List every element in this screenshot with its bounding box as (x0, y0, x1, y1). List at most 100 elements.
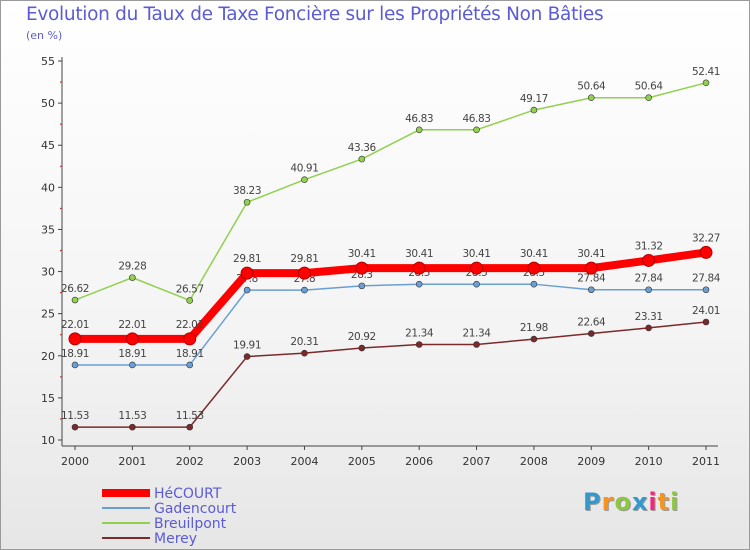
data-label-gadencourt: 18.91 (176, 348, 204, 360)
data-point-hecourt (527, 261, 541, 275)
y-tick-label: 50 (41, 97, 55, 110)
x-tick-label: 2006 (405, 455, 433, 468)
series-breuilpont: 26.62 29.28 26.57 38.23 40.91 43.36 46.83 46.83… (61, 66, 720, 304)
x-tick-label: 2001 (118, 455, 146, 468)
logo-letter: o (614, 488, 632, 516)
chart-title: Evolution du Taux de Taxe Foncière sur l… (26, 4, 604, 25)
data-label-hecourt: 31.32 (635, 240, 663, 252)
data-label-gadencourt: 27.84 (692, 273, 721, 285)
x-tick-label: 2009 (577, 455, 605, 468)
logo-letter: x (631, 488, 649, 516)
data-point-hecourt (642, 253, 656, 267)
y-tick-label: 10 (41, 434, 55, 447)
data-label-gadencourt: 27.84 (577, 273, 606, 285)
data-label-hecourt: 29.81 (290, 253, 318, 265)
data-label-breuilpont: 38.23 (233, 185, 261, 197)
series-line-breuilpont (74, 82, 707, 302)
legend-label-breuilpont: Breuilpont (154, 516, 227, 532)
data-label-merey: 20.92 (348, 331, 376, 343)
data-point-breuilpont (702, 79, 710, 87)
data-label-merey: 11.53 (176, 410, 204, 422)
data-point-breuilpont (186, 297, 194, 304)
data-point-hecourt (297, 266, 311, 280)
series-line-hecourt (75, 248, 707, 343)
data-label-merey: 22.64 (577, 317, 606, 329)
data-point-breuilpont (301, 176, 308, 183)
data-label-merey: 11.53 (61, 410, 89, 422)
data-point-hecourt (125, 332, 139, 346)
data-label-gadencourt: 27.84 (635, 273, 664, 285)
data-label-breuilpont: 52.41 (692, 66, 720, 78)
data-point-gadencourt (301, 286, 308, 294)
data-label-merey: 11.53 (118, 410, 146, 422)
series-hecourt: 22.01 22.01 22.01 29.81 29.81 30.41 30.41 30.41… (61, 232, 720, 346)
series-layer: 18.9118.9118.9127.827.828.328.528.528.52… (61, 66, 721, 431)
data-point-gadencourt (243, 286, 251, 294)
data-label-hecourt: 30.41 (520, 248, 548, 260)
y-tick-label: 45 (41, 139, 55, 152)
data-point-breuilpont (71, 296, 79, 304)
data-point-gadencourt (415, 280, 423, 288)
x-tick-label: 2005 (348, 455, 376, 468)
data-point-merey (129, 423, 136, 431)
data-point-merey (186, 423, 194, 431)
y-tick-label: 15 (41, 392, 55, 405)
data-label-breuilpont: 26.62 (61, 283, 89, 295)
data-point-merey (530, 335, 538, 343)
data-label-merey: 24.01 (692, 305, 720, 317)
data-point-merey (243, 353, 251, 360)
data-label-breuilpont: 46.83 (463, 113, 491, 125)
data-point-hecourt (68, 332, 82, 346)
x-tick-label: 2011 (692, 455, 720, 468)
data-point-hecourt (412, 261, 426, 275)
legend-label-gadencourt: Gadencourt (154, 501, 237, 517)
x-tick-label: 2003 (233, 455, 261, 468)
data-point-merey (645, 324, 652, 332)
y-tick-label: 35 (41, 223, 55, 236)
data-label-breuilpont: 40.91 (290, 163, 318, 175)
data-label-merey: 23.31 (635, 311, 663, 323)
y-tick-label: 20 (41, 350, 55, 363)
x-tick-label: 2004 (290, 455, 318, 468)
data-point-merey (702, 318, 710, 326)
data-label-breuilpont: 49.17 (520, 93, 548, 105)
x-tick-label: 2007 (463, 455, 491, 468)
data-point-breuilpont (415, 126, 423, 134)
data-point-gadencourt (358, 282, 366, 290)
data-point-gadencourt (473, 280, 480, 288)
logo-letter: P (583, 488, 602, 516)
data-label-merey: 20.31 (290, 336, 318, 348)
series-merey: 11.53 11.53 11.53 19.91 20.31 20.92 21.34 21.34… (61, 305, 720, 431)
data-point-breuilpont (645, 94, 652, 102)
data-point-hecourt (584, 261, 598, 275)
data-label-hecourt: 22.01 (61, 319, 89, 331)
data-label-hecourt: 32.27 (692, 232, 720, 244)
data-label-hecourt: 30.41 (577, 248, 605, 260)
data-label-breuilpont: 50.64 (635, 81, 664, 93)
data-label-breuilpont: 29.28 (118, 261, 146, 273)
data-point-merey (301, 349, 308, 357)
data-point-gadencourt (587, 286, 595, 294)
data-point-breuilpont (129, 274, 136, 281)
y-tick-label: 40 (41, 181, 55, 194)
data-point-merey (71, 423, 79, 431)
data-label-breuilpont: 26.57 (176, 283, 204, 295)
data-point-gadencourt (186, 361, 194, 369)
logo-letter: t (657, 488, 671, 516)
logo-letter: i (648, 488, 658, 516)
data-point-breuilpont (243, 198, 251, 206)
data-label-merey: 21.98 (520, 322, 548, 334)
data-point-breuilpont (358, 155, 366, 163)
proxiti-logo: Proxiti (583, 488, 679, 516)
data-point-gadencourt (129, 361, 136, 369)
data-point-hecourt (699, 245, 713, 259)
data-label-hecourt: 30.41 (463, 248, 491, 260)
y-tick-label: 30 (41, 266, 55, 279)
data-point-hecourt (183, 332, 197, 346)
data-point-breuilpont (587, 94, 595, 102)
logo-letter: r (601, 488, 615, 516)
chart-axes: 10 15 20 25 30 35 40 45 50 55 2000 2001 2002 2003 2004… (41, 55, 720, 468)
data-point-gadencourt (530, 280, 538, 288)
